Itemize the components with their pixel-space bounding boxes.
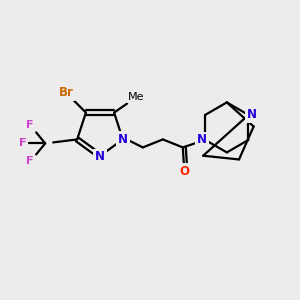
Text: F: F (20, 138, 27, 148)
Text: O: O (180, 165, 190, 178)
Text: N: N (197, 134, 207, 146)
Text: N: N (247, 108, 256, 122)
Text: F: F (26, 120, 34, 130)
Text: F: F (26, 156, 34, 167)
Text: N: N (95, 151, 105, 164)
Text: Me: Me (128, 92, 144, 102)
Text: Br: Br (58, 86, 73, 99)
Text: N: N (118, 133, 128, 146)
